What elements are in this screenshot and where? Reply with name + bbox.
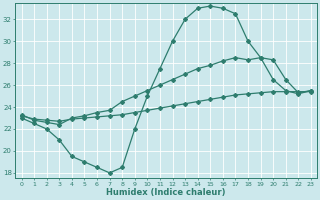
X-axis label: Humidex (Indice chaleur): Humidex (Indice chaleur) bbox=[107, 188, 226, 197]
